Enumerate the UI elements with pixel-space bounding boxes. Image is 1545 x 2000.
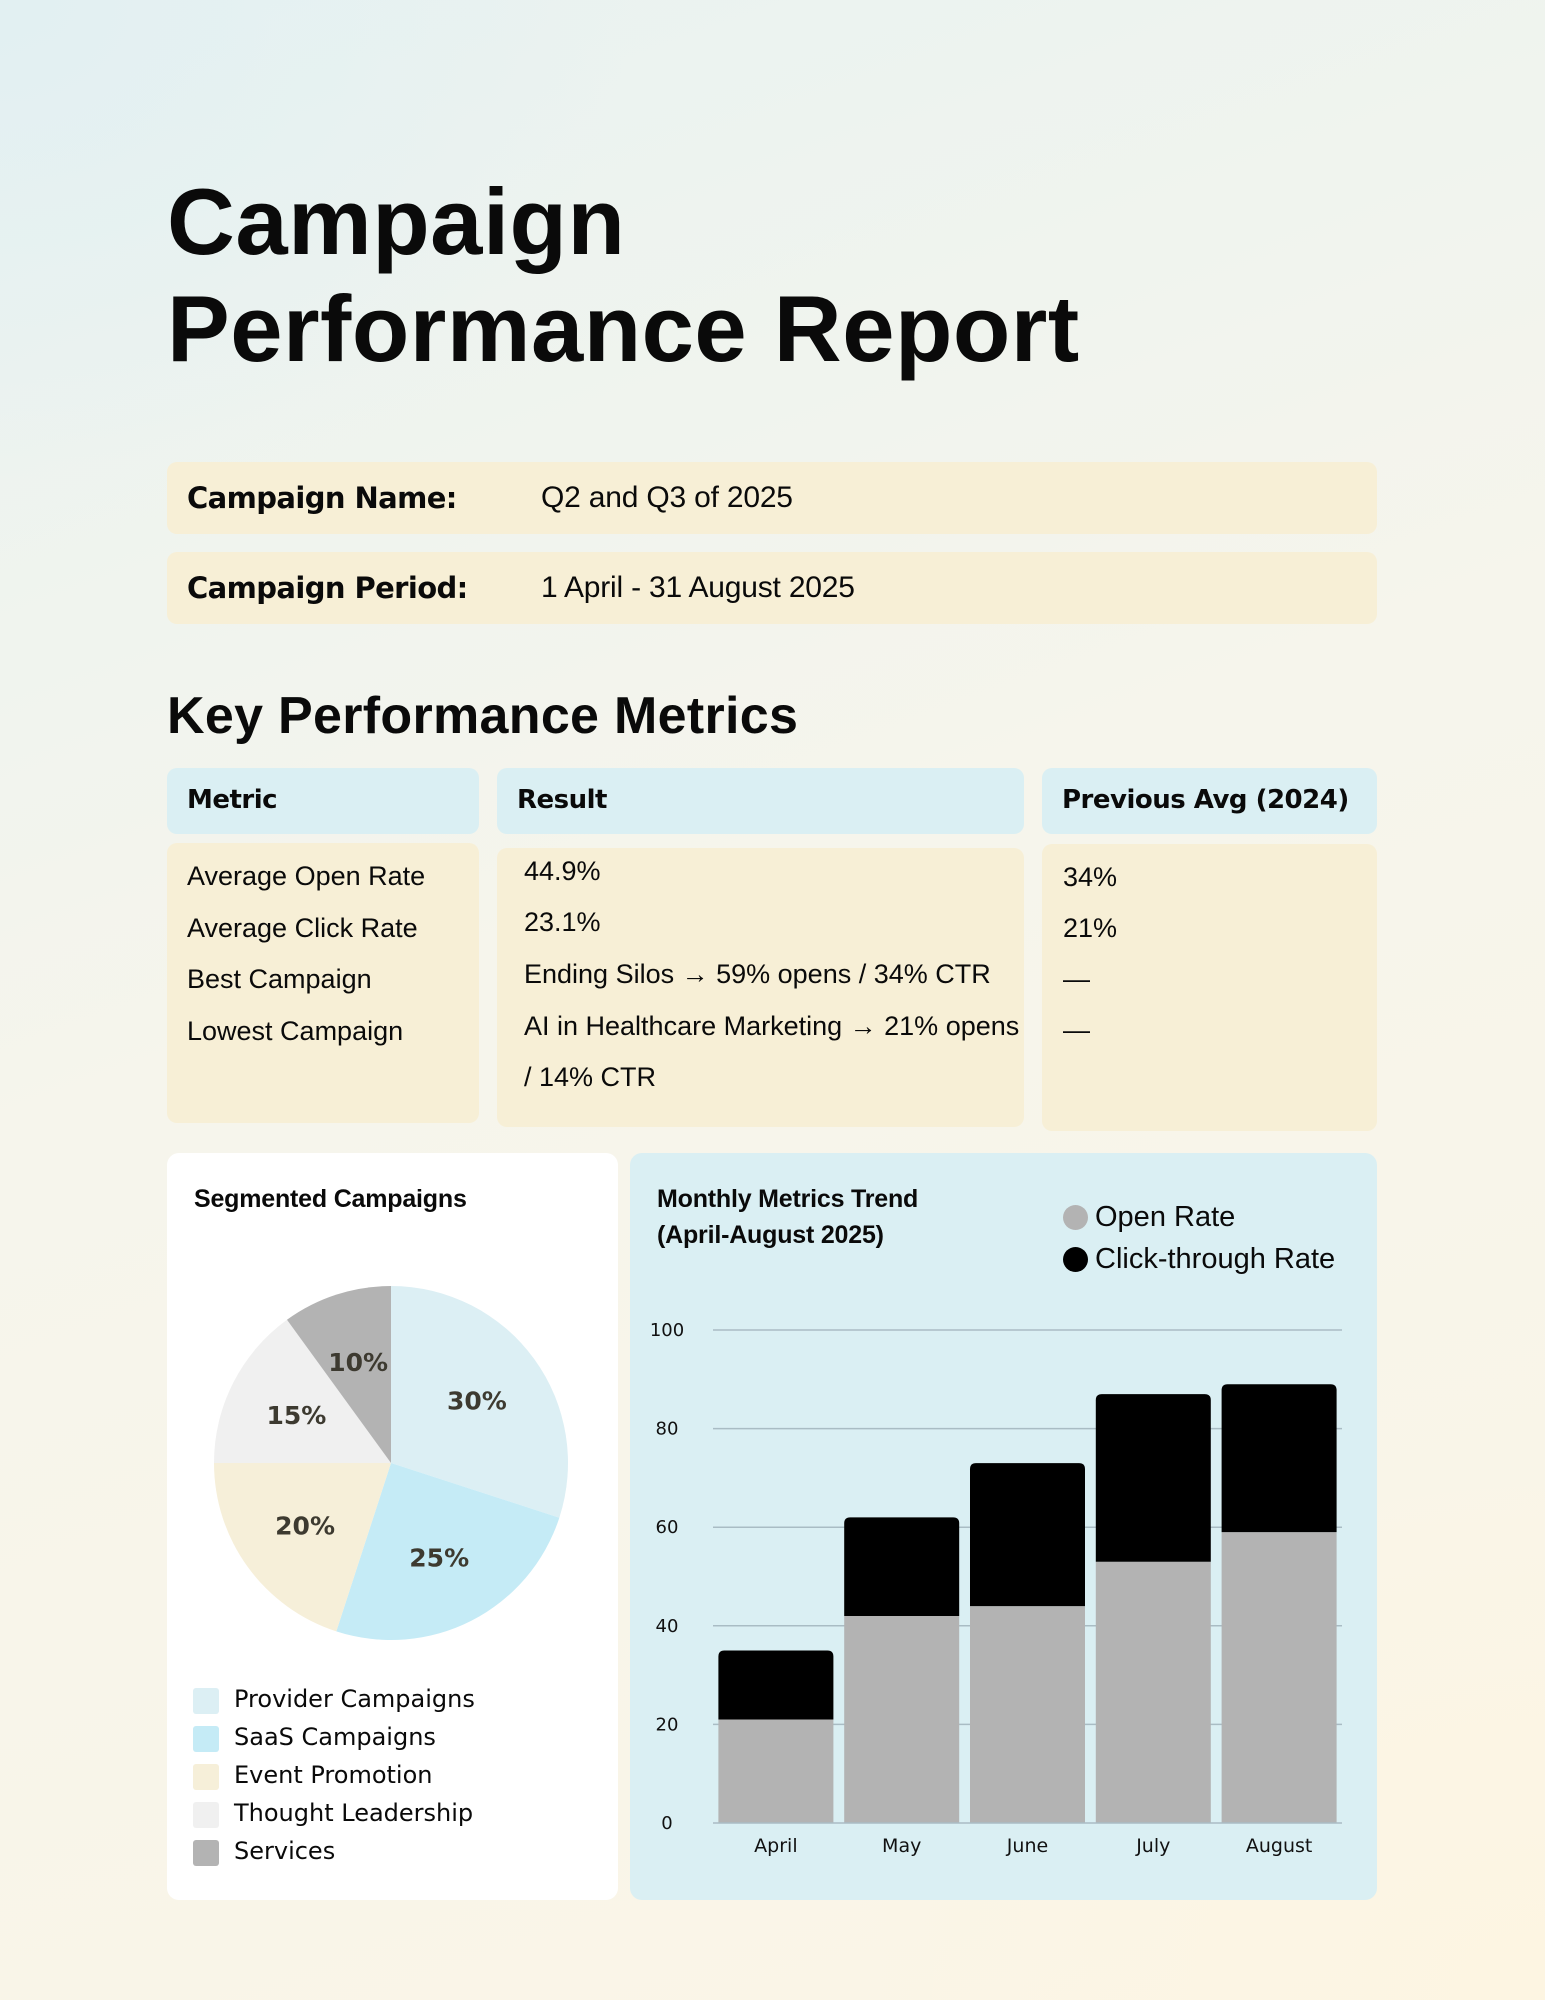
page-title-line-2: Performance Report (167, 276, 1080, 381)
y-tick-label: 60 (656, 1517, 679, 1538)
legend-swatch (193, 1764, 219, 1790)
legend-swatch (193, 1802, 219, 1828)
legend-label: Thought Leadership (234, 1799, 474, 1827)
metric-cell: Average Click Rate (187, 913, 418, 943)
x-tick-label: July (1135, 1835, 1170, 1857)
x-tick-label: April (754, 1835, 797, 1857)
legend-ctr-label: Click-through Rate (1095, 1243, 1336, 1275)
result-cell: Ending Silos → 59% opens / 34% CTR (524, 959, 991, 989)
pie-slice-saas-campaigns (336, 1463, 560, 1640)
y-tick-label: 20 (656, 1714, 679, 1735)
metric-cell: Average Open Rate (187, 861, 426, 891)
x-tick-label: June (1006, 1835, 1048, 1857)
campaign-period-value: 1 April - 31 August 2025 (541, 571, 855, 604)
legend-open-rate-label: Open Rate (1095, 1201, 1236, 1233)
y-tick-label: 40 (656, 1616, 679, 1637)
monthly-metrics-card: Monthly Metrics Trend (April-August 2025… (630, 1153, 1377, 1900)
page-title-line-1: Campaign (167, 169, 626, 274)
bar-chart: 0 20 40 60 80 100 April May June July August (650, 1320, 1342, 1857)
y-tick-label: 0 (661, 1813, 672, 1834)
campaign-period-label: Campaign Period: (187, 571, 468, 605)
bar-open-rate-august (1221, 1532, 1337, 1823)
pie-value-label: 15% (266, 1401, 326, 1430)
pie-slice-event-promotion (214, 1463, 391, 1632)
result-cell: 23.1% (524, 907, 601, 937)
open-rate-swatch (1063, 1205, 1088, 1230)
bar-open-rate-july (1095, 1561, 1211, 1823)
bar-chart-subtitle: (April-August 2025) (657, 1221, 884, 1249)
campaign-name-row: Campaign Name: Q2 and Q3 of 2025 (167, 462, 1377, 534)
campaign-name-label: Campaign Name: (187, 481, 457, 515)
bar-open-rate-june (970, 1606, 1085, 1823)
bar-ctr-august (1221, 1384, 1337, 1533)
bar-ctr-july (1095, 1394, 1211, 1562)
legend-label: Event Promotion (234, 1761, 433, 1789)
result-cell: / 14% CTR (524, 1062, 657, 1092)
legend-label: SaaS Campaigns (234, 1723, 436, 1751)
pie-chart: 30% 25% 20% 15%10% (214, 1286, 568, 1640)
legend-swatch (193, 1726, 219, 1752)
bar-open-rate-april (718, 1719, 834, 1823)
previous-avg-cell: 34% (1063, 862, 1118, 892)
previous-avg-column: 34% 21% — — (1042, 844, 1377, 1131)
page-title: Campaign Performance Report (167, 168, 1080, 382)
pie-slice-thought-leadership (214, 1319, 391, 1463)
bar-chart-title: Monthly Metrics Trend (April-August 2025… (657, 1181, 918, 1253)
bar-ctr-may (844, 1517, 960, 1616)
segmented-campaigns-card: Segmented Campaigns 30% 25% 20% 15% 10% Prov… (167, 1153, 618, 1900)
x-tick-label: May (882, 1835, 921, 1857)
previous-avg-column-header: Previous Avg (2024) (1042, 768, 1377, 834)
previous-avg-cell: — (1063, 1015, 1090, 1045)
legend-label: Services (234, 1837, 336, 1865)
bar-ctr-april (718, 1650, 834, 1720)
previous-avg-cell: 21% (1063, 913, 1118, 943)
metric-column-header: Metric (167, 768, 479, 834)
previous-avg-cell: — (1063, 964, 1090, 994)
legend-swatch (193, 1688, 219, 1714)
metric-cell: Lowest Campaign (187, 1016, 404, 1046)
bar-ctr-june (970, 1463, 1085, 1607)
pie-value-label: 30% (447, 1387, 507, 1416)
result-column: 44.9% 23.1% Ending Silos → 59% opens / 3… (497, 848, 1024, 1127)
y-tick-label: 100 (650, 1320, 684, 1341)
pie-chart-title: Segmented Campaigns (194, 1185, 467, 1213)
ctr-swatch (1063, 1247, 1088, 1272)
bar-open-rate-may (844, 1615, 960, 1823)
bar-chart-title-line: Monthly Metrics Trend (657, 1185, 919, 1213)
pie-value-label: 25% (409, 1544, 469, 1573)
result-cell: AI in Healthcare Marketing → 21% opens (524, 1011, 1020, 1041)
pie-slice-provider-campaigns (391, 1286, 568, 1518)
section-heading-kpm: Key Performance Metrics (167, 687, 799, 745)
metric-column: Average Open Rate Average Click Rate Bes… (167, 843, 479, 1123)
legend-swatch (193, 1840, 219, 1866)
result-cell: 44.9% (524, 856, 601, 886)
x-tick-label: August (1246, 1835, 1313, 1857)
legend-label: Provider Campaigns (234, 1685, 475, 1713)
y-tick-label: 80 (656, 1419, 679, 1440)
metric-cell: Best Campaign (187, 964, 372, 994)
campaign-name-value: Q2 and Q3 of 2025 (541, 481, 793, 514)
pie-value-label: 20% (275, 1511, 335, 1540)
campaign-period-row: Campaign Period: 1 April - 31 August 202… (167, 552, 1377, 624)
pie-value-label: 10% (328, 1348, 388, 1377)
pie-slice-services (286, 1286, 391, 1463)
result-column-header: Result (497, 768, 1024, 834)
